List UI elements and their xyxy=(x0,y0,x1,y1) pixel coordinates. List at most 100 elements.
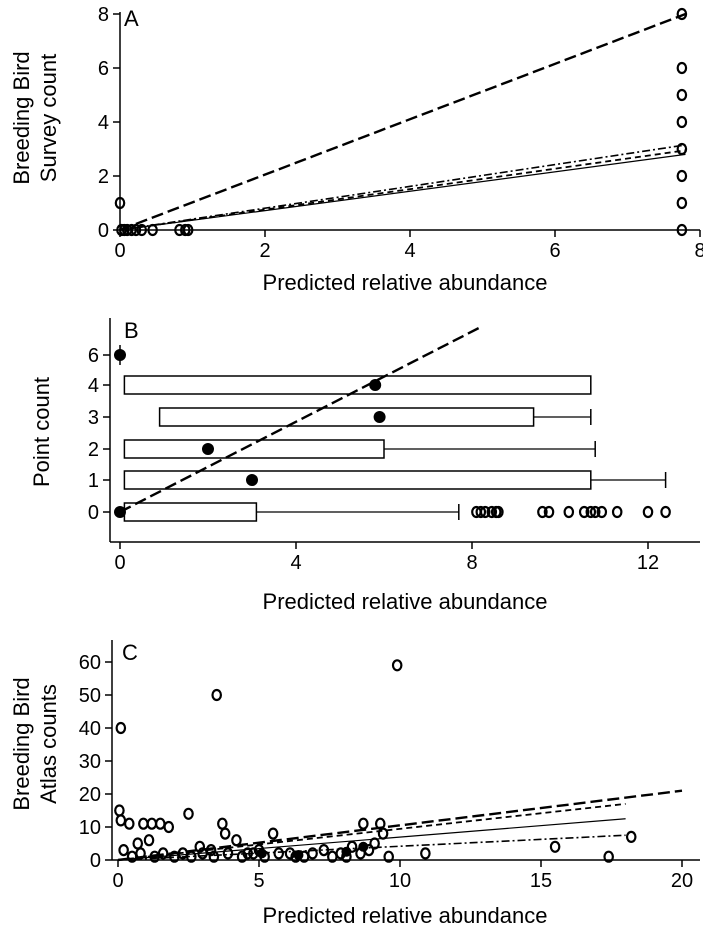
panel-c-y-axis-label-line1: Breeding Bird xyxy=(9,677,34,810)
y-tick-label: 40 xyxy=(79,718,101,740)
outlier-point xyxy=(589,505,601,519)
data-point xyxy=(676,142,688,156)
outlier-point xyxy=(537,505,548,519)
data-point xyxy=(183,807,194,820)
data-point xyxy=(676,88,688,102)
data-point xyxy=(346,840,358,853)
x-tick-label: 5 xyxy=(253,870,264,892)
data-point xyxy=(115,814,127,827)
outlier-point xyxy=(611,505,623,519)
data-point xyxy=(625,830,637,844)
data-point xyxy=(273,847,285,860)
y-tick-label: 10 xyxy=(79,817,101,839)
data-point xyxy=(377,827,389,840)
regression-line-long-dash xyxy=(119,325,482,514)
panel-a-plot-area: 0 2 4 6 8 0 2 4 6 8 xyxy=(98,4,703,262)
data-point xyxy=(126,223,137,237)
panel-a-y-axis-label-line2: Survey count xyxy=(36,54,61,182)
data-point xyxy=(318,843,330,857)
data-point xyxy=(114,196,126,210)
y-tick-label: 0 xyxy=(90,850,101,872)
filled-data-point xyxy=(341,846,352,857)
data-point xyxy=(676,169,688,183)
y-tick-label: 30 xyxy=(79,751,101,773)
x-tick-label: 12 xyxy=(637,552,659,574)
panel-c-x-axis-label: Predicted relative abundance xyxy=(263,903,548,928)
data-point xyxy=(420,847,431,860)
data-point xyxy=(143,834,155,847)
filled-data-point xyxy=(358,841,369,852)
data-point xyxy=(549,840,561,853)
data-point xyxy=(147,223,158,237)
y-tick-label: 3 xyxy=(88,407,99,429)
y-tick-label: 6 xyxy=(88,345,99,367)
x-tick-label: 4 xyxy=(404,240,415,262)
data-point xyxy=(676,61,688,75)
outlier-point xyxy=(596,505,608,519)
x-tick-label: 10 xyxy=(389,870,411,892)
filled-data-point xyxy=(293,850,304,861)
data-point xyxy=(267,827,279,840)
panel-b-x-axis-label: Predicted relative abundance xyxy=(263,589,548,614)
data-point xyxy=(676,7,688,21)
x-tick-label: 20 xyxy=(671,870,693,892)
panel-a-y-axis-label-line1: Breeding Bird xyxy=(9,51,34,184)
outlier-point xyxy=(543,505,555,519)
data-point xyxy=(138,817,149,830)
mean-point xyxy=(369,379,382,391)
y-tick-label: 60 xyxy=(79,652,101,674)
regression-line-long-dash xyxy=(119,12,686,232)
y-tick-label: 8 xyxy=(98,4,109,26)
data-point xyxy=(115,721,127,735)
y-tick-label: 2 xyxy=(98,166,109,188)
y-tick-label: 20 xyxy=(79,784,101,806)
data-point xyxy=(307,847,318,860)
mean-point xyxy=(246,474,258,486)
data-point xyxy=(369,837,380,850)
box-category-4 xyxy=(123,375,592,395)
y-tick-label: 6 xyxy=(98,58,109,80)
data-point xyxy=(211,688,222,702)
outlier-point xyxy=(660,505,671,519)
outlier-point xyxy=(578,505,590,519)
x-tick-label: 6 xyxy=(549,240,560,262)
box-category-2 xyxy=(123,439,385,459)
data-point xyxy=(236,850,248,863)
regression-line-dash-dot xyxy=(119,144,686,231)
panel-c-label: C xyxy=(122,640,138,665)
y-tick-label: 0 xyxy=(98,220,109,242)
x-tick-label: 15 xyxy=(530,870,552,892)
x-tick-label: 8 xyxy=(694,240,703,262)
filled-data-point xyxy=(256,848,267,859)
data-point xyxy=(130,223,142,237)
data-point xyxy=(146,817,158,830)
y-tick-label: 0 xyxy=(88,502,99,524)
data-point xyxy=(182,223,194,237)
data-point xyxy=(194,840,206,853)
x-tick-label: 4 xyxy=(290,552,301,574)
outlier-point xyxy=(642,505,654,519)
panel-b-y-axis-label: Point count xyxy=(29,377,54,487)
data-point xyxy=(132,837,144,850)
data-point xyxy=(208,850,220,863)
panel-b-label: B xyxy=(124,318,139,343)
mean-point xyxy=(114,506,126,518)
regression-line-dash-dot xyxy=(117,834,626,861)
mean-point xyxy=(373,411,386,423)
data-point xyxy=(135,847,146,860)
outlier-point xyxy=(563,505,575,519)
x-tick-label: 2 xyxy=(259,240,270,262)
y-tick-label: 4 xyxy=(98,112,109,134)
data-point xyxy=(157,847,169,860)
data-point xyxy=(242,847,254,860)
data-point xyxy=(603,850,614,863)
x-tick-label: 8 xyxy=(466,552,477,574)
panel-c: 0 5 10 15 20 0 10 20 30 40 50 60 C Predicted relati… xyxy=(9,640,700,928)
outlier-point xyxy=(493,505,504,519)
data-point xyxy=(197,847,208,860)
outlier-point xyxy=(479,505,491,519)
mean-point xyxy=(202,443,214,455)
